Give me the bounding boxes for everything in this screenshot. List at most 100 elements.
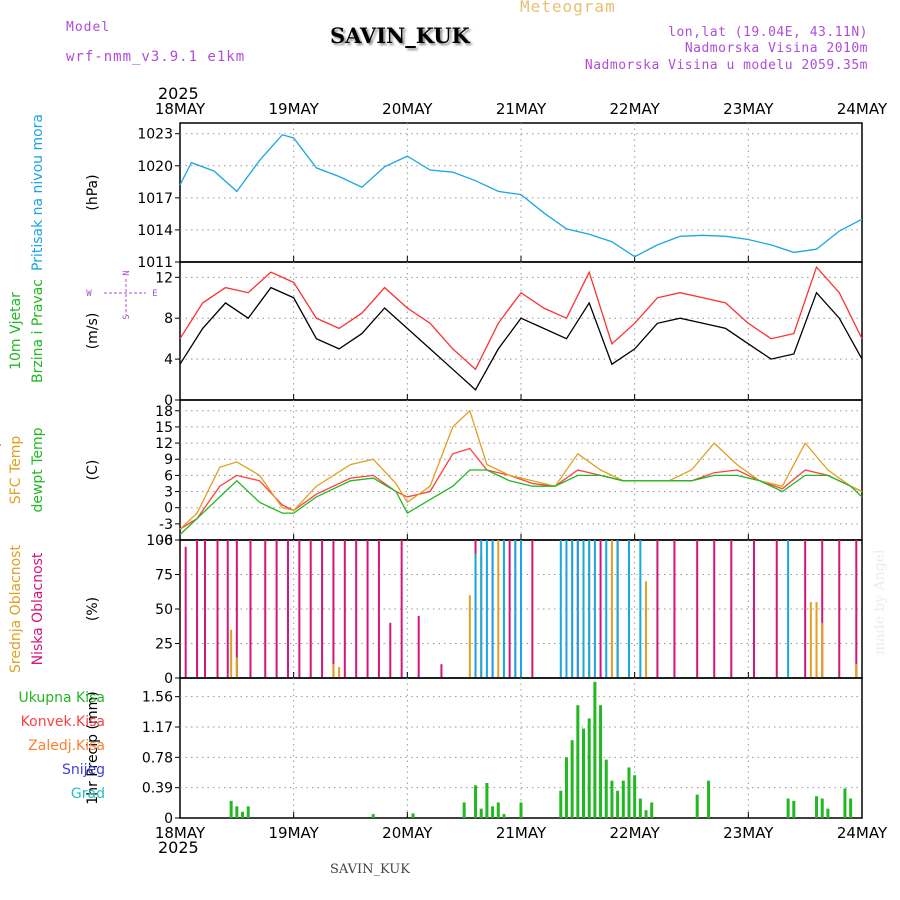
temperature-unit-label: (C) [85,460,101,481]
precip-bar [371,814,375,818]
top-x-tick-label: 20MAY [382,100,433,118]
pressure-panel-frame [179,122,863,263]
wind-y-tick-label: 0 [164,393,173,409]
cloud-bar [571,540,574,678]
pressure-y-tick-label: 1011 [137,255,173,271]
cloud-bar [230,629,233,678]
cloud-unit-label: (%) [85,597,101,621]
model-label: Model [66,20,111,35]
wind-y-tick-label: 12 [155,270,173,286]
cloud-bar [343,540,346,678]
temperature-y-tick-label: 15 [155,420,173,436]
precip-bar [599,705,603,818]
bottom-x-tick-label: 21MAY [496,824,547,842]
bottom-x-tick-label: 18MAY [155,824,206,842]
precip-bar [559,790,563,818]
pressure-y-tick-label: 1014 [137,223,173,239]
temperature-legend-entry: dewpt Temp [30,427,46,512]
pressure-y-tick-label: 1017 [137,191,173,207]
bottom-x-tick-label: 24MAY [837,824,888,842]
cloud-bar [838,540,841,678]
temperature-y-tick-label: 18 [155,404,173,420]
cloud-bar [576,540,579,678]
cloud-bar [616,540,619,678]
precip-y-tick-label: 1.56 [142,690,173,706]
compass-east-label: E [152,289,157,299]
cloud-bar [821,540,824,678]
cloud-bar [184,546,187,678]
cloud-bar [321,540,324,678]
cloud-bar [565,540,568,678]
model-version: wrf-nmm_v3.9.1 e1km [66,49,246,65]
temperature-y-tick-label: 6 [164,468,173,484]
top-x-tick-label: 23MAY [723,100,774,118]
cloud-bar [389,622,392,678]
pressure-series-line [179,134,863,258]
cloud-bar [753,540,756,678]
bottom-x-tick-label: 19MAY [269,824,320,842]
cloud-y-tick-label: 75 [155,568,173,584]
cloud-bar [508,540,511,678]
cloud-bar [809,602,812,678]
precip-bar [246,806,250,818]
cloud-y-tick-label: 50 [155,602,173,618]
cloud-bar [627,540,630,678]
precip-bar [792,800,796,818]
cloud-bar [298,540,301,678]
precip-bar [644,810,648,818]
cloud-bar [491,540,494,678]
precip-legend-entry: Konvek.Kisa [21,714,105,730]
cloud-bar [216,540,219,678]
precip-legend-entry: Ukupna Kisa [18,690,105,706]
temperature-panel-frame [179,399,863,541]
precip-bar [502,814,506,818]
precip-bar [604,759,608,818]
top-x-tick-label: 22MAY [610,100,661,118]
temperature-legend-entry: SFC Temp [8,436,24,505]
lonlat-label: lon,lat (19.04E, 43.11N) [668,25,868,40]
precip-bar [707,780,711,818]
precip-bar [229,800,233,818]
precip-bar [235,806,239,818]
cloud-bar [775,540,778,678]
cloud-bar [309,540,312,678]
cloud-bar [366,540,369,678]
wind-series-line [179,286,863,391]
cloud-bar [520,540,522,678]
cloud-bar [235,540,238,678]
precip-bar [610,780,614,818]
top-x-tick-label: 21MAY [496,100,547,118]
precip-bar [621,780,625,818]
wind-y-tick-label: 8 [164,311,173,327]
cloud-y-tick-label: 25 [155,637,173,653]
precip-unit-label: 1hr Precip (mm) [85,691,101,804]
cloud-bar [286,540,289,678]
top-x-tick-label: 18MAY [155,100,206,118]
pressure-unit-label: (hPa) [85,174,101,210]
precip-legend-entry: Snijeg [62,762,105,778]
precip-bar [564,757,568,818]
cloud-bar [804,540,807,678]
cloud-bar [605,540,608,678]
cloud-bar [275,540,278,678]
wind-legend-entry: Brzina i Pravac [30,279,46,383]
cloud-bar [468,595,471,678]
cloud-bar [610,540,613,678]
top-x-tick-label: 24MAY [837,100,888,118]
cloud-bar [713,540,716,678]
cloud-bar [235,657,238,678]
precip-bar [462,802,466,818]
temperature-y-tick-label: 12 [155,436,173,452]
precip-bar [241,811,245,818]
precip-bar [815,796,819,818]
temperature-legend-entry: 2m Temp [0,438,2,502]
precip-bar [820,798,824,818]
precip-bar [786,798,790,818]
cloud-bar [497,540,500,678]
precip-bar [843,788,847,818]
cloud-bar [645,581,648,678]
precip-bar [576,705,580,818]
compass-west-label: W [86,289,92,299]
temperature-y-tick-label: -6 [159,533,173,549]
